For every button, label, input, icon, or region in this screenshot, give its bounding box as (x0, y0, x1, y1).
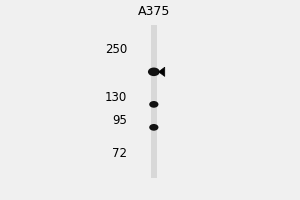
Ellipse shape (149, 101, 158, 108)
Bar (151, 25, 157, 178)
Text: 250: 250 (105, 43, 127, 56)
Text: A375: A375 (138, 5, 170, 18)
Polygon shape (159, 67, 165, 76)
Ellipse shape (148, 68, 160, 76)
Text: 95: 95 (112, 114, 127, 127)
Text: 72: 72 (112, 147, 127, 160)
Text: 130: 130 (105, 91, 127, 104)
Ellipse shape (149, 124, 158, 131)
